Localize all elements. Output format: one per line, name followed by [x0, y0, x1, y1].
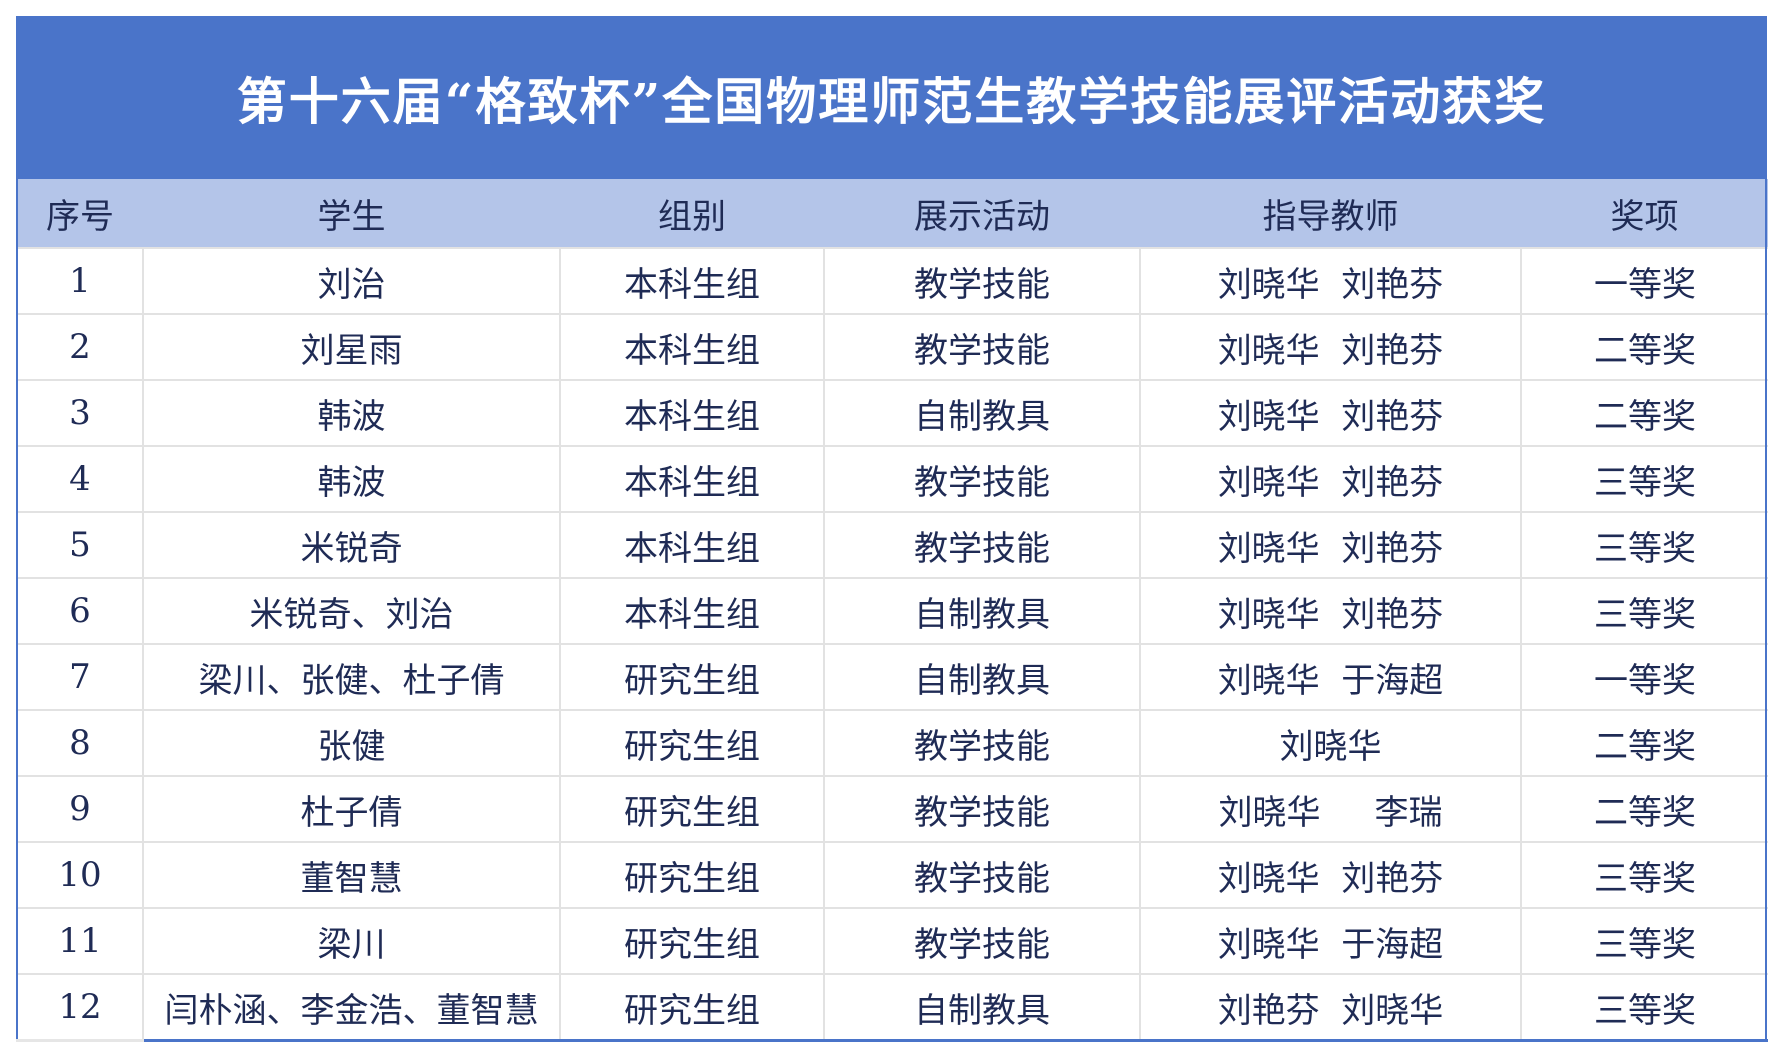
cell-award: 二等奖 — [1520, 775, 1768, 842]
cell-activity: 教学技能 — [823, 775, 1140, 842]
cell-advisor: 刘晓华 刘艳芬 — [1139, 577, 1521, 644]
cell-index: 5 — [16, 511, 143, 578]
cell-award: 三等奖 — [1520, 511, 1768, 578]
cell-student: 梁川 — [142, 907, 560, 974]
cell-index: 2 — [16, 313, 143, 380]
cell-group: 研究生组 — [559, 709, 824, 776]
cell-activity: 教学技能 — [823, 907, 1140, 974]
award-table: 序号 学生 组别 展示活动 指导教师 奖项 1 刘治 本科生组 教学技能 刘晓华 刘艳芬… — [16, 179, 1768, 1042]
cell-student: 梁川、张健、杜子倩 — [142, 643, 560, 710]
cell-activity: 自制教具 — [823, 379, 1140, 446]
cell-index: 3 — [16, 379, 143, 446]
cell-award: 三等奖 — [1520, 907, 1768, 974]
cell-activity: 自制教具 — [823, 973, 1140, 1042]
cell-award: 三等奖 — [1520, 973, 1768, 1042]
cell-advisor: 刘晓华 于海超 — [1139, 907, 1521, 974]
cell-advisor: 刘晓华 李瑞 — [1139, 775, 1521, 842]
cell-student: 闫朴涵、李金浩、董智慧 — [142, 973, 560, 1042]
cell-student: 刘治 — [142, 247, 560, 314]
table-row: 2 刘星雨 本科生组 教学技能 刘晓华 刘艳芬 二等奖 — [16, 313, 1768, 380]
header-activity: 展示活动 — [824, 179, 1140, 248]
table-row: 6 米锐奇、刘治 本科生组 自制教具 刘晓华 刘艳芬 三等奖 — [16, 577, 1768, 644]
cell-award: 一等奖 — [1520, 247, 1768, 314]
cell-student: 米锐奇 — [142, 511, 560, 578]
table-row: 4 韩波 本科生组 教学技能 刘晓华 刘艳芬 三等奖 — [16, 445, 1768, 512]
cell-activity: 教学技能 — [823, 841, 1140, 908]
cell-advisor: 刘晓华 于海超 — [1139, 643, 1521, 710]
cell-advisor: 刘晓华 — [1139, 709, 1521, 776]
cell-index: 10 — [16, 841, 143, 908]
cell-group: 本科生组 — [559, 379, 824, 446]
header-student: 学生 — [143, 179, 560, 248]
cell-award: 三等奖 — [1520, 445, 1768, 512]
cell-group: 研究生组 — [559, 643, 824, 710]
cell-group: 研究生组 — [559, 907, 824, 974]
table-row: 10 董智慧 研究生组 教学技能 刘晓华 刘艳芬 三等奖 — [16, 841, 1768, 908]
cell-index: 6 — [16, 577, 143, 644]
award-sheet: 第十六届“格致杯”全国物理师范生教学技能展评活动获奖 序号 学生 组别 展示活动… — [16, 16, 1768, 1042]
cell-group: 本科生组 — [559, 445, 824, 512]
cell-index: 7 — [16, 643, 143, 710]
table-left-border — [16, 16, 18, 1039]
cell-index: 1 — [16, 247, 143, 314]
table-row: 3 韩波 本科生组 自制教具 刘晓华 刘艳芬 二等奖 — [16, 379, 1768, 446]
cell-student: 杜子倩 — [142, 775, 560, 842]
cell-index: 4 — [16, 445, 143, 512]
cell-award: 三等奖 — [1520, 577, 1768, 644]
table-row: 11 梁川 研究生组 教学技能 刘晓华 于海超 三等奖 — [16, 907, 1768, 974]
cell-activity: 自制教具 — [823, 643, 1140, 710]
cell-student: 韩波 — [142, 379, 560, 446]
cell-advisor: 刘晓华 刘艳芬 — [1139, 511, 1521, 578]
cell-activity: 教学技能 — [823, 709, 1140, 776]
cell-activity: 自制教具 — [823, 577, 1140, 644]
cell-award: 三等奖 — [1520, 841, 1768, 908]
cell-award: 二等奖 — [1520, 313, 1768, 380]
table-row: 5 米锐奇 本科生组 教学技能 刘晓华 刘艳芬 三等奖 — [16, 511, 1768, 578]
cell-advisor: 刘晓华 刘艳芬 — [1139, 841, 1521, 908]
table-row: 12 闫朴涵、李金浩、董智慧 研究生组 自制教具 刘艳芬 刘晓华 三等奖 — [16, 973, 1768, 1042]
table-row: 9 杜子倩 研究生组 教学技能 刘晓华 李瑞 二等奖 — [16, 775, 1768, 842]
table-row: 1 刘治 本科生组 教学技能 刘晓华 刘艳芬 一等奖 — [16, 247, 1768, 314]
cell-student: 张健 — [142, 709, 560, 776]
cell-group: 本科生组 — [559, 577, 824, 644]
cell-advisor: 刘晓华 刘艳芬 — [1139, 313, 1521, 380]
header-index: 序号 — [17, 179, 143, 248]
cell-activity: 教学技能 — [823, 247, 1140, 314]
cell-index: 12 — [16, 973, 143, 1042]
header-row: 序号 学生 组别 展示活动 指导教师 奖项 — [17, 179, 1768, 248]
cell-index: 8 — [16, 709, 143, 776]
cell-group: 本科生组 — [559, 511, 824, 578]
header-group: 组别 — [560, 179, 824, 248]
cell-activity: 教学技能 — [823, 445, 1140, 512]
cell-activity: 教学技能 — [823, 511, 1140, 578]
cell-advisor: 刘晓华 刘艳芬 — [1139, 247, 1521, 314]
cell-advisor: 刘晓华 刘艳芬 — [1139, 379, 1521, 446]
header-award: 奖项 — [1521, 179, 1768, 248]
cell-student: 米锐奇、刘治 — [142, 577, 560, 644]
table-row: 7 梁川、张健、杜子倩 研究生组 自制教具 刘晓华 于海超 一等奖 — [16, 643, 1768, 710]
cell-index: 9 — [16, 775, 143, 842]
cell-advisor: 刘晓华 刘艳芬 — [1139, 445, 1521, 512]
cell-group: 本科生组 — [559, 247, 824, 314]
cell-student: 董智慧 — [142, 841, 560, 908]
table-right-border — [1765, 16, 1767, 1039]
cell-index: 11 — [16, 907, 143, 974]
sheet-title: 第十六届“格致杯”全国物理师范生教学技能展评活动获奖 — [16, 16, 1767, 179]
header-advisor: 指导教师 — [1140, 179, 1521, 248]
cell-student: 韩波 — [142, 445, 560, 512]
cell-group: 研究生组 — [559, 775, 824, 842]
cell-award: 二等奖 — [1520, 379, 1768, 446]
cell-group: 本科生组 — [559, 313, 824, 380]
cell-group: 研究生组 — [559, 973, 824, 1042]
cell-group: 研究生组 — [559, 841, 824, 908]
cell-advisor: 刘艳芬 刘晓华 — [1139, 973, 1521, 1042]
cell-activity: 教学技能 — [823, 313, 1140, 380]
cell-award: 一等奖 — [1520, 643, 1768, 710]
table-row: 8 张健 研究生组 教学技能 刘晓华 二等奖 — [16, 709, 1768, 776]
cell-award: 二等奖 — [1520, 709, 1768, 776]
cell-student: 刘星雨 — [142, 313, 560, 380]
